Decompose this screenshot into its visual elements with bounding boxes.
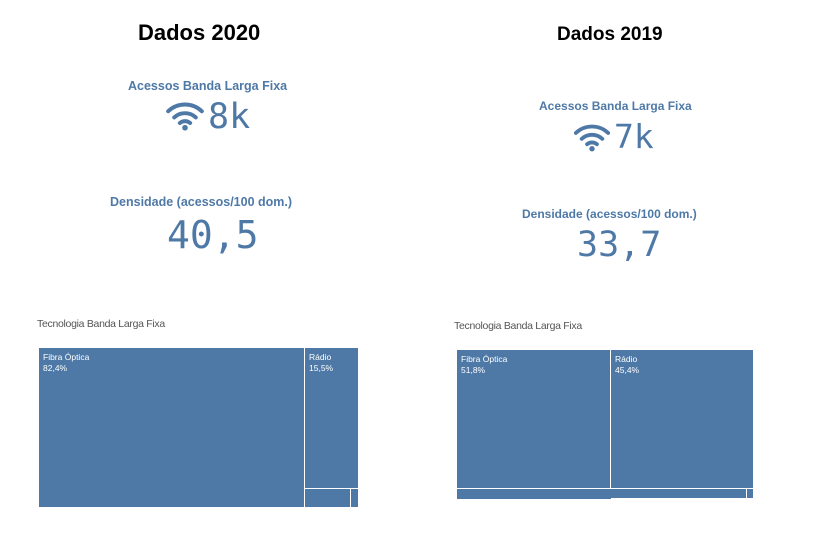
treemap-cell-text: Rádio 45,4%	[615, 354, 639, 376]
year-title: Dados 2019	[557, 24, 663, 45]
treemap-cell-text: Fibra Óptica 51,8%	[461, 354, 507, 376]
treemap-cell-text: Rádio 15,5%	[309, 352, 333, 374]
treemap-cell-label: Rádio	[309, 352, 332, 362]
access-kpi-label: Acessos Banda Larga Fixa	[539, 99, 692, 113]
treemap-cell-radio[interactable]: Rádio 45,4%	[611, 350, 754, 489]
treemap-cell-value: 82,4%	[43, 363, 68, 373]
treemap-cell-small[interactable]	[747, 489, 754, 499]
treemap: Fibra Óptica 51,8% Rádio 45,4%	[457, 350, 754, 499]
year-title: Dados 2020	[138, 20, 261, 45]
treemap-cell-label: Fibra Óptica	[461, 354, 508, 364]
access-kpi-value: 7k	[614, 117, 654, 156]
treemap-cell-text: Fibra Óptica 82,4%	[43, 352, 89, 374]
density-kpi-value: 33,7	[577, 225, 662, 265]
treemap-cell-fibra[interactable]: Fibra Óptica 51,8%	[457, 350, 611, 489]
density-kpi-label: Densidade (acessos/100 dom.)	[522, 207, 697, 221]
treemap-cell-small[interactable]	[351, 489, 359, 508]
panel-2019: Dados 2019 Acessos Banda Larga Fixa 7k D…	[410, 0, 825, 539]
density-kpi-label: Densidade (acessos/100 dom.)	[110, 195, 293, 209]
treemap-title: Tecnologia Banda Larga Fixa	[37, 318, 165, 330]
panel-2020: Dados 2020 Acessos Banda Larga Fixa 8k D…	[0, 0, 410, 539]
treemap-title: Tecnologia Banda Larga Fixa	[454, 320, 582, 332]
treemap-cell-radio[interactable]: Rádio 15,5%	[305, 348, 359, 489]
treemap-cell-small[interactable]	[611, 489, 747, 499]
wifi-icon	[166, 102, 204, 131]
access-kpi-value: 8k	[208, 97, 251, 137]
wifi-icon	[574, 124, 610, 152]
treemap-cell-value: 45,4%	[615, 365, 640, 375]
treemap-cell-fibra[interactable]: Fibra Óptica 82,4%	[39, 348, 305, 508]
treemap-cell-small[interactable]	[305, 489, 351, 508]
treemap-cell-value: 51,8%	[461, 365, 486, 375]
density-kpi-value: 40,5	[167, 213, 259, 257]
treemap-cell-label: Fibra Óptica	[43, 352, 90, 362]
treemap-cell-label: Rádio	[615, 354, 638, 364]
access-kpi-label: Acessos Banda Larga Fixa	[128, 79, 288, 93]
treemap: Fibra Óptica 82,4% Rádio 15,5%	[39, 348, 359, 508]
treemap-cell-value: 15,5%	[309, 363, 334, 373]
